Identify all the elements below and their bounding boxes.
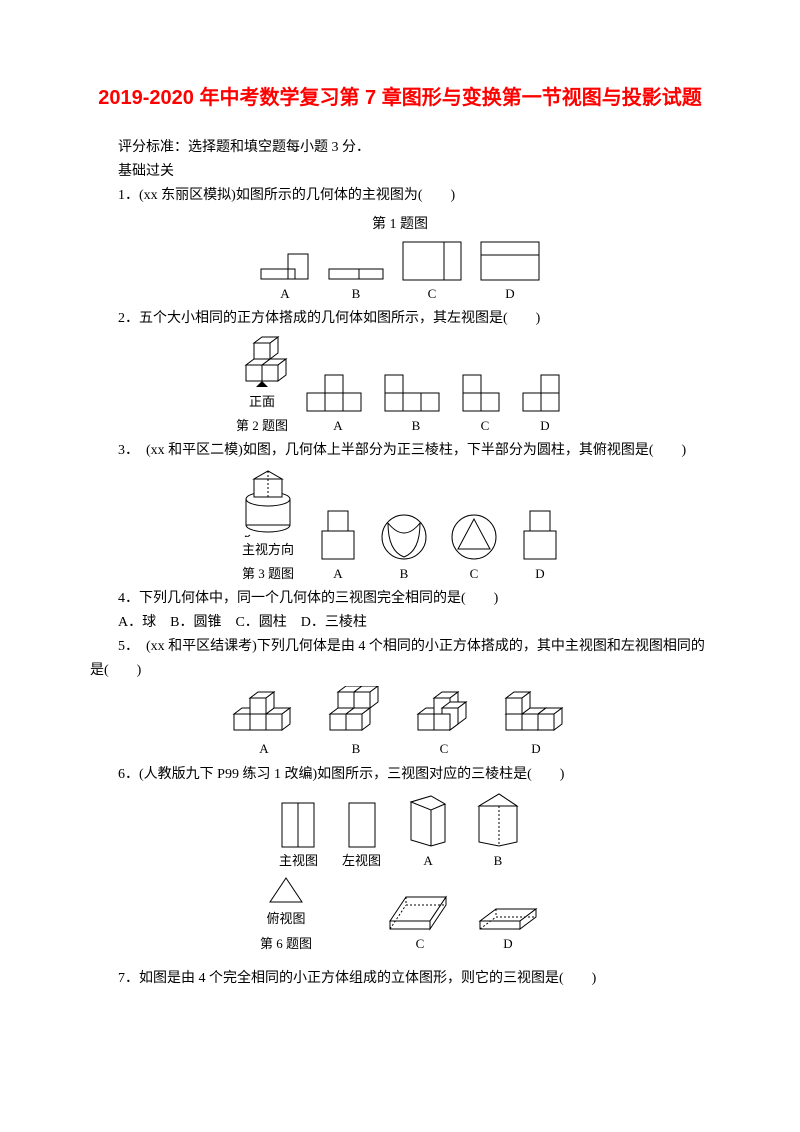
q1-options: A B C D (90, 241, 710, 305)
q2-a-label: A (333, 415, 342, 437)
q1-b-label: B (352, 283, 361, 305)
q5-d-label: D (531, 738, 540, 760)
q5-opt-a-icon (230, 686, 298, 736)
q6-front-label: 主视图 (279, 850, 318, 872)
q5-row: A B (90, 686, 710, 760)
q3-opt-a-icon (318, 509, 358, 561)
q6-c-label: C (416, 933, 425, 955)
q6-left-view-icon (348, 802, 376, 848)
q1-a-label: A (280, 283, 289, 305)
q3-opt-d-icon (520, 509, 560, 561)
question-7: 7．如图是由 4 个完全相同的小正方体组成的立体图形，则它的三视图是( ) (90, 967, 710, 991)
q3-solid-icon (240, 467, 296, 537)
q6-d-label: D (503, 933, 512, 955)
q4-options: A．球 B．圆锥 C．圆柱 D．三棱柱 (90, 611, 710, 635)
q6-opt-a-icon (405, 790, 451, 848)
q6-opt-d-icon (476, 891, 540, 931)
scoring-rule: 评分标准：选择题和填空题每小题 3 分． (90, 136, 710, 160)
page-title: 2019-2020 年中考数学复习第 7 章图形与变换第一节视图与投影试题 (90, 80, 710, 116)
q6-a-label: A (423, 850, 432, 872)
question-6: 6．(人教版九下 P99 练习 1 改编)如图所示，三视图对应的三棱柱是( ) (90, 763, 710, 787)
q2-solid-icon (232, 335, 292, 389)
q2-caption: 第 2 题图 (236, 415, 288, 437)
q6-left-label: 左视图 (342, 850, 381, 872)
q2-row: 正面 第 2 题图 A B (90, 335, 710, 437)
q1-d-label: D (505, 283, 514, 305)
q1-c-label: C (428, 283, 437, 305)
q2-c-label: C (481, 415, 490, 437)
q3-c-label: C (470, 563, 479, 585)
q6-row1: 主视图 左视图 A (90, 790, 710, 872)
q6-caption: 第 6 题图 (260, 933, 312, 955)
q2-d-label: D (540, 415, 549, 437)
q6-opt-c-icon (388, 891, 452, 931)
q6-b-label: B (494, 850, 503, 872)
q1-opt-d-icon (480, 241, 540, 281)
q3-opt-b-icon (380, 513, 428, 561)
q3-dir-label: 主视方向 (242, 539, 294, 561)
q5-opt-c-icon (414, 686, 474, 736)
q1-opt-a-icon (260, 253, 310, 281)
q5-c-label: C (440, 738, 449, 760)
q6-top-label: 俯视图 (266, 908, 305, 930)
question-1: 1．(xx 东丽区模拟)如图所示的几何体的主视图为( ) (90, 184, 710, 208)
q3-caption: 第 3 题图 (242, 563, 294, 585)
q1-caption: 第 1 题图 (90, 213, 710, 237)
q2-opt-c-icon (462, 373, 508, 413)
q1-opt-b-icon (328, 253, 384, 281)
q5-b-label: B (352, 738, 361, 760)
q5-a-label: A (259, 738, 268, 760)
q2-opt-a-icon (306, 373, 370, 413)
q5-opt-b-icon (326, 686, 386, 736)
q6-front-view-icon (281, 802, 315, 848)
q6-opt-b-icon (475, 790, 521, 848)
q6-top-view-icon (268, 876, 304, 906)
q1-opt-c-icon (402, 241, 462, 281)
q3-opt-c-icon (450, 513, 498, 561)
q3-a-label: A (333, 563, 342, 585)
question-2: 2．五个大小相同的正方体搭成的几何体如图所示，其左视图是( ) (90, 307, 710, 331)
q3-d-label: D (535, 563, 544, 585)
q3-row: 主视方向 第 3 题图 A B (90, 467, 710, 585)
q2-opt-d-icon (522, 373, 568, 413)
section-heading: 基础过关 (90, 160, 710, 184)
q2-b-label: B (412, 415, 421, 437)
q2-front-label: 正面 (249, 391, 275, 413)
q3-b-label: B (400, 563, 409, 585)
question-5: 5． (xx 和平区结课考)下列几何体是由 4 个相同的小正方体搭成的，其中主视… (90, 635, 710, 683)
q6-row2: 俯视图 第 6 题图 C (90, 876, 710, 954)
q5-opt-d-icon (502, 686, 570, 736)
question-4: 4．下列几何体中，同一个几何体的三视图完全相同的是( ) (90, 587, 710, 611)
question-3: 3． (xx 和平区二模)如图，几何体上半部分为正三棱柱，下半部分为圆柱，其俯视… (90, 439, 710, 463)
q2-opt-b-icon (384, 373, 448, 413)
